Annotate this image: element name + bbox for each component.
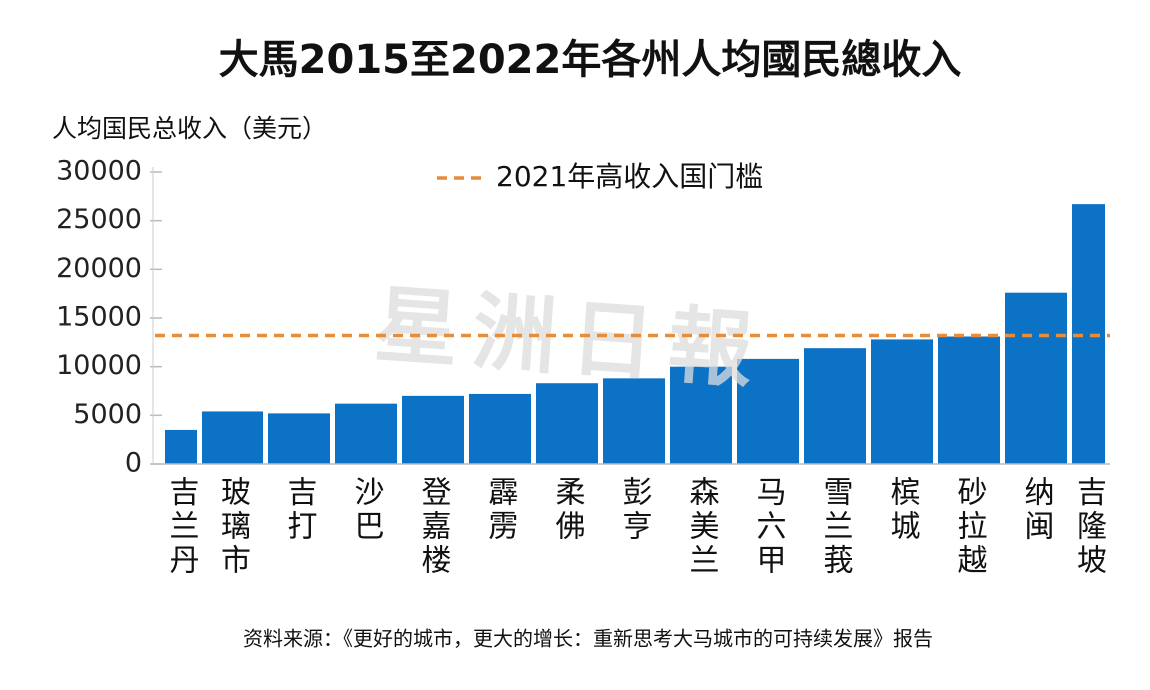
- y-tick-label: 20000: [56, 253, 142, 284]
- y-tick-label: 10000: [56, 350, 142, 381]
- x-tick-label: 森美兰: [684, 476, 720, 578]
- bar: [165, 429, 197, 464]
- bar: [670, 366, 732, 464]
- bar: [402, 395, 464, 464]
- bar: [268, 413, 330, 464]
- x-tick-label: 马六甲: [751, 476, 786, 578]
- bar: [871, 339, 933, 464]
- bar: [804, 348, 866, 464]
- x-tick-label: 沙巴: [349, 476, 384, 544]
- x-tick-label: 雪兰莪: [818, 476, 853, 578]
- x-tick-label: 纳闽: [1019, 476, 1054, 544]
- bar: [536, 383, 598, 464]
- x-tick-label: 霹雳: [483, 476, 519, 544]
- legend-label: 2021年高收入国门槛: [496, 160, 763, 193]
- y-axis-label: 人均国民总收入（美元）: [52, 114, 327, 143]
- x-tick-label: 吉隆坡: [1071, 476, 1106, 578]
- x-tick-label: 柔佛: [550, 476, 586, 544]
- x-tick-label: 吉兰丹: [164, 476, 199, 578]
- x-tick-label: 玻璃市: [215, 476, 251, 578]
- source-note: 资料来源：《更好的城市，更大的增长：重新思考大马城市的可持续发展》报告: [243, 627, 933, 651]
- x-tick-label: 吉打: [282, 476, 317, 544]
- bar: [202, 411, 263, 464]
- y-tick-label: 5000: [73, 399, 142, 430]
- x-tick-label: 砂拉越: [952, 476, 988, 578]
- x-tick-label: 槟城: [885, 476, 920, 544]
- bar: [335, 403, 397, 464]
- y-tick-label: 25000: [56, 204, 142, 235]
- y-tick-label: 30000: [56, 156, 142, 187]
- x-tick-label: 彭亨: [617, 476, 652, 544]
- y-tick-label: 0: [125, 448, 142, 479]
- bar: [603, 378, 665, 464]
- bar: [1005, 292, 1067, 464]
- bar: [737, 358, 799, 464]
- y-tick-label: 15000: [56, 302, 142, 333]
- x-tick-label: 登嘉楼: [416, 476, 452, 578]
- chart-title: 大馬2015至2022年各州人均國民總收入: [219, 37, 962, 83]
- bar: [469, 393, 531, 464]
- bar: [938, 336, 1000, 464]
